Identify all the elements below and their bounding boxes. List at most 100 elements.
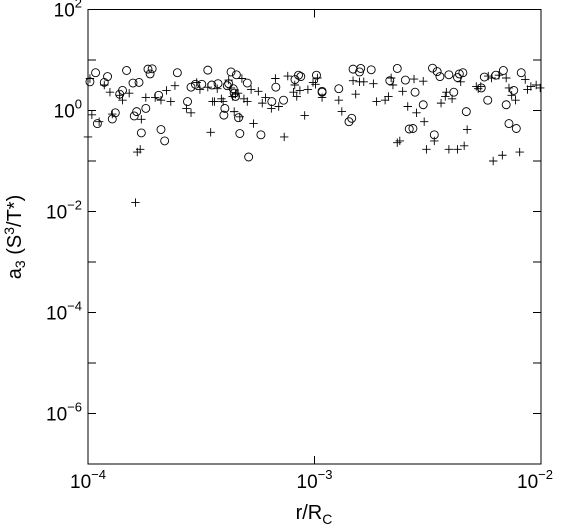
plus-marker	[409, 74, 419, 84]
y-tick-label: 10−2	[46, 198, 82, 224]
plus-marker	[87, 110, 97, 120]
plus-marker	[249, 119, 258, 128]
circle-marker	[220, 103, 230, 113]
circle-marker	[256, 130, 266, 140]
plus-marker	[334, 95, 343, 105]
circle-marker	[219, 110, 229, 120]
plus-marker	[412, 108, 421, 118]
plus-marker	[311, 80, 320, 89]
plus-marker	[203, 82, 212, 92]
circle-marker	[509, 85, 519, 95]
x-tick-labels: 10−4 10−3 10−2	[70, 467, 553, 493]
circle-marker	[118, 85, 127, 95]
circle-marker	[408, 124, 418, 133]
circle-marker	[279, 95, 288, 105]
circle-marker	[449, 87, 459, 97]
plus-marker	[226, 83, 236, 93]
plus-marker	[488, 156, 498, 166]
plus-marker	[511, 95, 520, 105]
circle-marker	[483, 95, 493, 105]
plus-marker	[271, 74, 280, 83]
plus-marker	[195, 85, 205, 94]
circle-marker	[134, 77, 144, 87]
circle-marker	[479, 72, 489, 82]
plus-marker	[218, 97, 228, 106]
plus-marker	[150, 93, 160, 102]
plus-marker	[235, 112, 245, 122]
plus-marker	[441, 92, 450, 101]
plus-marker	[395, 136, 404, 146]
plus-marker	[243, 97, 252, 106]
plus-marker	[476, 82, 485, 91]
plus-marker	[254, 87, 263, 96]
plus-marker	[83, 132, 93, 142]
circle-marker	[132, 107, 142, 117]
circle-marker	[418, 100, 428, 110]
circle-marker	[476, 83, 486, 93]
plus-marker	[456, 77, 465, 87]
circle-marker	[267, 97, 277, 107]
circle-marker	[156, 125, 166, 134]
plus-marker	[162, 86, 171, 95]
plus-marker	[447, 94, 457, 104]
plus-marker	[386, 73, 396, 83]
y-tick-label: 100	[54, 97, 82, 123]
y-tick-label: 10−6	[46, 400, 82, 426]
plus-marker	[442, 88, 451, 97]
circle-marker	[190, 79, 200, 89]
plus-marker	[206, 128, 215, 137]
plus-marker	[484, 71, 493, 81]
plus-marker	[156, 95, 166, 105]
circle-marker	[344, 117, 354, 127]
plus-marker	[267, 104, 276, 113]
circle-marker	[498, 66, 508, 75]
circle-marker	[235, 129, 245, 138]
plus-marker	[258, 98, 267, 108]
circle-marker	[334, 84, 344, 94]
plus-marker	[348, 76, 358, 85]
plus-marker	[462, 125, 472, 134]
plus-marker	[369, 79, 378, 88]
plus-marker	[237, 74, 247, 83]
plus-marker	[186, 108, 196, 118]
circle-marker	[461, 107, 471, 117]
plus-marker	[283, 71, 292, 81]
plus-marker	[213, 84, 222, 93]
circle-marker	[444, 70, 454, 80]
plus-marker	[337, 107, 347, 116]
plus-marker	[233, 89, 243, 98]
plus-marker	[303, 85, 313, 94]
circle-marker	[244, 152, 254, 162]
plus-marker	[536, 83, 545, 93]
circle-marker	[432, 67, 442, 77]
plus-marker	[295, 86, 305, 95]
circle-marker	[122, 66, 132, 75]
circle-marker	[172, 68, 182, 78]
circle-marker	[366, 65, 376, 75]
plus-marker	[398, 87, 407, 96]
circle-marker	[410, 87, 420, 97]
plus-marker	[115, 91, 124, 100]
circle-marker	[516, 68, 526, 78]
circle-marker	[511, 124, 521, 133]
plus-marker	[380, 95, 390, 105]
circle-marker	[400, 75, 410, 85]
plus-marker	[419, 117, 429, 126]
plus-marker	[224, 75, 233, 85]
plus-marker	[280, 132, 289, 142]
circle-marker	[271, 82, 281, 92]
circle-marker	[311, 70, 321, 80]
plus-marker	[210, 97, 219, 106]
plus-marker	[135, 145, 145, 154]
circle-marker	[128, 78, 138, 88]
plus-marker	[229, 107, 239, 116]
data-points	[83, 63, 545, 207]
plus-marker	[403, 102, 412, 111]
plus-marker	[459, 141, 469, 150]
plus-marker	[192, 78, 201, 87]
plus-marker	[246, 85, 256, 94]
circle-marker	[197, 79, 207, 89]
plus-marker	[501, 73, 511, 83]
plus-marker	[118, 95, 127, 105]
